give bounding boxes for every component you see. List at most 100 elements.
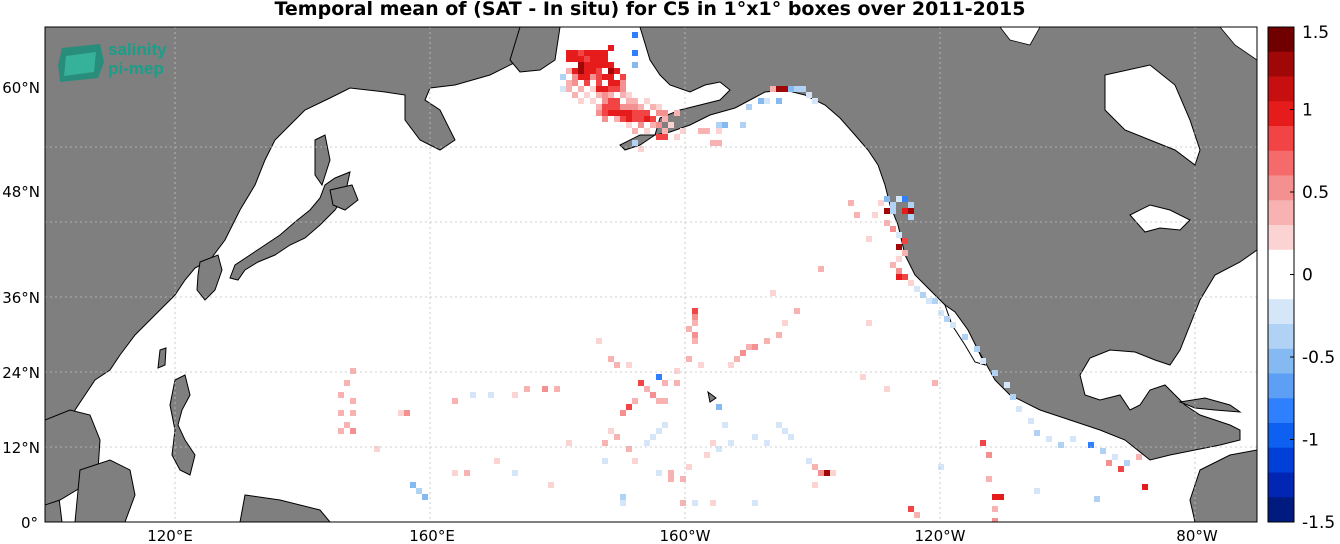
- data-cell: [686, 464, 692, 470]
- data-cell: [632, 50, 638, 56]
- data-cell: [608, 356, 614, 362]
- data-cell: [626, 92, 632, 98]
- map-title: Temporal mean of (SAT - In situ) for C5 …: [274, 0, 1026, 20]
- data-cell: [452, 470, 458, 476]
- data-cell: [740, 122, 746, 128]
- data-cell: [896, 232, 902, 238]
- data-cell: [1016, 406, 1022, 412]
- colorbar-tick-label: 0.5: [1302, 183, 1329, 203]
- lat-label-12: 12°N: [2, 439, 40, 457]
- data-cell: [656, 428, 662, 434]
- data-cell: [416, 488, 422, 494]
- data-cell: [632, 116, 638, 122]
- data-cell: [584, 56, 590, 62]
- data-cell: [764, 98, 770, 104]
- data-cell: [632, 110, 638, 116]
- data-cell: [908, 214, 914, 220]
- lat-label-48: 48°N: [2, 183, 40, 201]
- data-cell: [716, 122, 722, 128]
- lat-label-0: 0°: [21, 514, 38, 532]
- data-cell: [746, 344, 752, 350]
- colorbar-block: [1268, 76, 1294, 102]
- data-cell: [980, 440, 986, 446]
- data-cell: [626, 104, 632, 110]
- data-cell: [602, 458, 608, 464]
- lon-label-120e: 120°E: [147, 527, 193, 544]
- data-cell: [668, 470, 674, 476]
- data-cell: [584, 68, 590, 74]
- data-cell: [620, 110, 626, 116]
- data-cell: [548, 482, 554, 488]
- data-cell: [470, 392, 476, 398]
- colorbar-tick-label: -1.5: [1302, 513, 1335, 533]
- data-cell: [776, 422, 782, 428]
- data-cell: [572, 80, 578, 86]
- data-cell: [686, 326, 692, 332]
- data-cell: [656, 398, 662, 404]
- data-cell: [584, 50, 590, 56]
- data-cell: [422, 494, 428, 500]
- data-cell: [698, 128, 704, 134]
- data-cell: [758, 98, 764, 104]
- lat-label-24: 24°N: [2, 364, 40, 382]
- data-cell: [764, 338, 770, 344]
- data-cell: [596, 62, 602, 68]
- data-cell: [614, 104, 620, 110]
- colorbar-block: [1268, 126, 1294, 152]
- data-cell: [818, 266, 824, 272]
- data-cell: [794, 308, 800, 314]
- data-cell: [344, 422, 350, 428]
- data-cell: [692, 338, 698, 344]
- data-cell: [722, 122, 728, 128]
- data-cell: [596, 110, 602, 116]
- lon-label-160w: 160°W: [660, 527, 711, 544]
- data-cell: [674, 110, 680, 116]
- data-cell: [884, 208, 890, 214]
- data-cell: [608, 92, 614, 98]
- data-cell: [656, 374, 662, 380]
- colorbar-block: [1268, 423, 1294, 449]
- data-cell: [962, 334, 968, 340]
- data-cell: [590, 74, 596, 80]
- colorbar-tick-label: 1.5: [1302, 23, 1329, 43]
- data-cell: [602, 74, 608, 80]
- data-cell: [644, 110, 650, 116]
- data-cell: [716, 140, 722, 146]
- data-cell: [704, 452, 710, 458]
- data-cell: [1112, 454, 1118, 460]
- data-cell: [770, 86, 776, 92]
- data-cell: [602, 50, 608, 56]
- data-cell: [890, 202, 896, 208]
- data-cell: [578, 62, 584, 68]
- data-cell: [620, 74, 626, 80]
- data-cell: [914, 512, 920, 518]
- data-cell: [806, 92, 812, 98]
- data-cell: [632, 62, 638, 68]
- data-cell: [806, 458, 812, 464]
- data-cell: [752, 344, 758, 350]
- data-cell: [932, 380, 938, 386]
- data-cell: [740, 350, 746, 356]
- colorbar-block: [1268, 299, 1294, 325]
- land-chukotka-kamchatka: [509, 27, 561, 73]
- data-cell: [566, 50, 572, 56]
- data-cell: [572, 56, 578, 62]
- data-cell: [932, 298, 938, 304]
- data-cell: [578, 56, 584, 62]
- data-cell: [656, 470, 662, 476]
- data-cell: [890, 226, 896, 232]
- land-greenland-gap: [1219, 27, 1257, 61]
- data-cell: [608, 74, 614, 80]
- colorbar-block: [1268, 27, 1294, 53]
- data-cell: [830, 470, 836, 476]
- colorbar-blocks: [1268, 27, 1294, 523]
- data-cell: [800, 86, 806, 92]
- data-cell: [1034, 488, 1040, 494]
- data-cell: [350, 398, 356, 404]
- colorbar-block: [1268, 225, 1294, 251]
- data-cell: [710, 440, 716, 446]
- data-cell: [656, 104, 662, 110]
- data-cell: [902, 250, 908, 256]
- data-cell: [974, 346, 980, 352]
